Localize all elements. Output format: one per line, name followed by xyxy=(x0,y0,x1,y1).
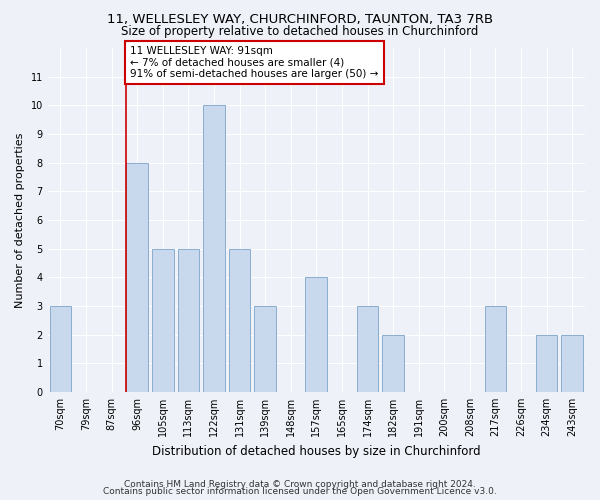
Bar xyxy=(50,306,71,392)
Text: Contains public sector information licensed under the Open Government Licence v3: Contains public sector information licen… xyxy=(103,488,497,496)
Text: Size of property relative to detached houses in Churchinford: Size of property relative to detached ho… xyxy=(121,25,479,38)
Bar xyxy=(382,334,404,392)
Bar xyxy=(485,306,506,392)
Bar xyxy=(254,306,276,392)
Bar xyxy=(152,248,173,392)
X-axis label: Distribution of detached houses by size in Churchinford: Distribution of detached houses by size … xyxy=(152,444,481,458)
Text: Contains HM Land Registry data © Crown copyright and database right 2024.: Contains HM Land Registry data © Crown c… xyxy=(124,480,476,489)
Bar xyxy=(229,248,250,392)
Text: 11, WELLESLEY WAY, CHURCHINFORD, TAUNTON, TA3 7RB: 11, WELLESLEY WAY, CHURCHINFORD, TAUNTON… xyxy=(107,12,493,26)
Y-axis label: Number of detached properties: Number of detached properties xyxy=(15,132,25,308)
Bar xyxy=(562,334,583,392)
Bar xyxy=(127,162,148,392)
Bar xyxy=(305,278,327,392)
Bar xyxy=(203,106,225,392)
Text: 11 WELLESLEY WAY: 91sqm
← 7% of detached houses are smaller (4)
91% of semi-deta: 11 WELLESLEY WAY: 91sqm ← 7% of detached… xyxy=(130,46,379,79)
Bar xyxy=(536,334,557,392)
Bar xyxy=(356,306,379,392)
Bar xyxy=(178,248,199,392)
